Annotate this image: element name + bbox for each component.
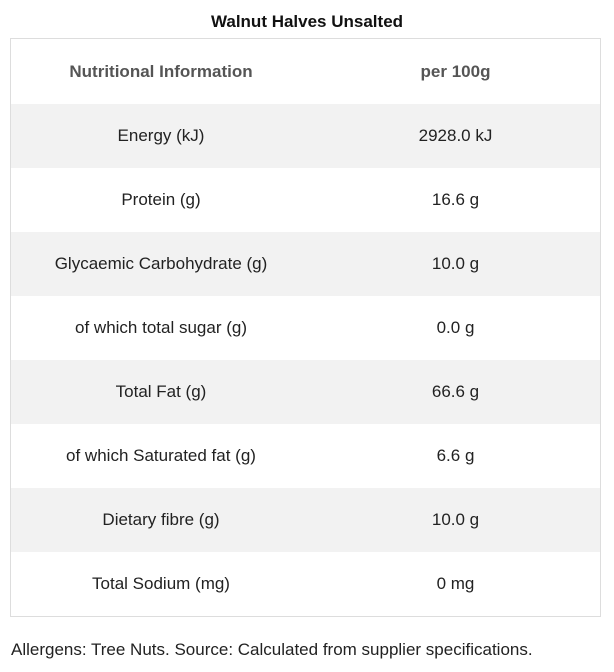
- table-row: of which Saturated fat (g) 6.6 g: [11, 424, 600, 488]
- table-row: Glycaemic Carbohydrate (g) 10.0 g: [11, 232, 600, 296]
- nutrient-value: 10.0 g: [431, 254, 480, 273]
- nutrient-label: Energy (kJ): [117, 126, 205, 145]
- nutrient-label: Glycaemic Carbohydrate (g): [54, 254, 268, 273]
- nutrient-label: of which Saturated fat (g): [66, 446, 256, 465]
- table-row: Total Sodium (mg) 0 mg: [11, 552, 600, 616]
- product-title: Walnut Halves Unsalted: [210, 12, 404, 31]
- nutrient-value: 10.0 g: [431, 510, 480, 529]
- header-label: Nutritional Information: [69, 61, 253, 81]
- table-row: Energy (kJ) 2928.0 kJ: [11, 104, 600, 168]
- nutrient-label: Dietary fibre (g): [102, 510, 220, 529]
- nutrient-value: 66.6 g: [431, 382, 480, 401]
- table-row: of which total sugar (g) 0.0 g: [11, 296, 600, 360]
- nutrient-value: 2928.0 kJ: [418, 126, 493, 145]
- nutrient-value: 6.6 g: [436, 446, 475, 465]
- nutrition-table: Nutritional Information per 100g Energy …: [10, 38, 601, 617]
- nutrient-label: Protein (g): [121, 190, 201, 209]
- nutrient-label: Total Fat (g): [115, 382, 207, 401]
- nutrient-label: of which total sugar (g): [75, 318, 247, 337]
- header-value: per 100g: [420, 61, 491, 81]
- table-header-row: Nutritional Information per 100g: [11, 39, 600, 104]
- table-row: Total Fat (g) 66.6 g: [11, 360, 600, 424]
- table-row: Dietary fibre (g) 10.0 g: [11, 488, 600, 552]
- allergens-source-note: Allergens: Tree Nuts. Source: Calculated…: [11, 640, 533, 659]
- nutrient-value: 0.0 g: [436, 318, 475, 337]
- table-row: Protein (g) 16.6 g: [11, 168, 600, 232]
- nutrient-value: 16.6 g: [431, 190, 480, 209]
- nutrient-value: 0 mg: [436, 574, 475, 593]
- nutrient-label: Total Sodium (mg): [92, 574, 230, 593]
